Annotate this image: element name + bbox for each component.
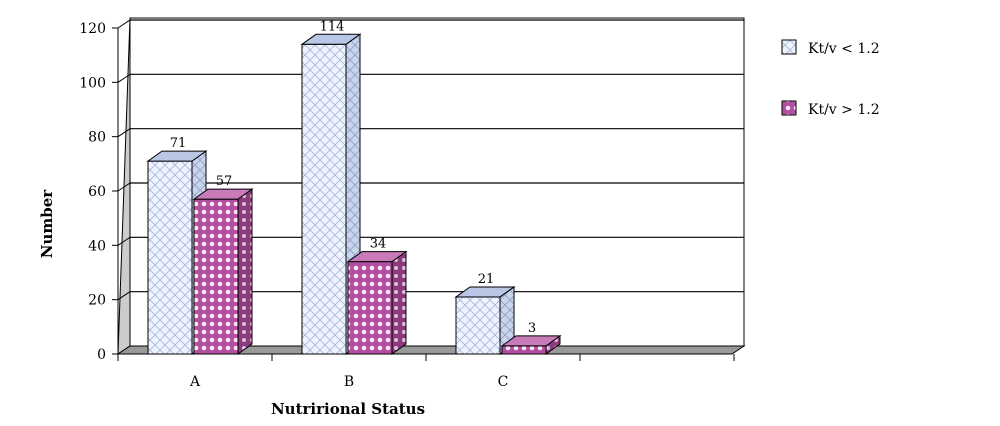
data-label: 114 [320, 19, 345, 34]
data-label: 34 [370, 237, 387, 252]
bar [500, 334, 562, 355]
y-tick-label: 40 [88, 238, 106, 254]
y-axis-title: Number [38, 189, 56, 259]
x-tick-label: C [498, 374, 509, 390]
legend-swatch-series-2 [781, 100, 797, 116]
data-label: 21 [478, 272, 495, 287]
x-axis-title: Nutrirional Status [271, 400, 425, 418]
data-label: 71 [170, 136, 187, 151]
gridline-side [117, 182, 131, 192]
bar-front [193, 198, 239, 355]
gridline-side [117, 128, 131, 138]
bar-top [454, 286, 516, 298]
bar-front [501, 345, 547, 355]
gridline-side [117, 73, 131, 83]
bar-side [391, 250, 407, 355]
bar [454, 285, 516, 355]
y-tick-label: 20 [88, 293, 106, 309]
gridlines [117, 19, 744, 301]
bar [192, 188, 254, 355]
legend-label-series-2: Kt/v > 1.2 [808, 102, 880, 118]
y-tick-label: 120 [79, 21, 106, 37]
x-axis-ticks: A B C [117, 354, 735, 390]
bar-front [347, 261, 393, 355]
legend: Kt/v < 1.2 Kt/v > 1.2 [781, 39, 880, 118]
legend-label-series-1: Kt/v < 1.2 [808, 41, 880, 57]
bars [146, 33, 562, 355]
bar-top [346, 251, 408, 263]
bar-front [455, 296, 501, 355]
bar-top [300, 33, 362, 45]
data-label: 57 [216, 174, 233, 189]
y-tick-label: 0 [97, 347, 106, 363]
data-label: 3 [528, 321, 536, 336]
side-wall [117, 17, 131, 355]
bar-top [146, 150, 208, 162]
x-tick-label: A [189, 374, 201, 390]
y-tick-label: 80 [88, 130, 106, 146]
y-tick-label: 100 [79, 75, 106, 91]
y-axis-ticks: 0 20 40 60 80 100 120 [79, 21, 118, 363]
gridline-side [117, 236, 131, 246]
bar-top [192, 188, 254, 200]
legend-swatch-series-1 [781, 39, 797, 55]
bar-front [147, 160, 193, 355]
bar-side [237, 188, 253, 355]
y-tick-label: 60 [88, 184, 106, 200]
x-tick-label: B [344, 374, 354, 390]
data-labels: 71 57 114 34 21 3 [170, 19, 536, 336]
gridline-side [117, 291, 131, 301]
bar-front [301, 43, 347, 355]
gridline-side [117, 19, 131, 29]
bar [346, 250, 408, 355]
bar-top [500, 335, 562, 347]
